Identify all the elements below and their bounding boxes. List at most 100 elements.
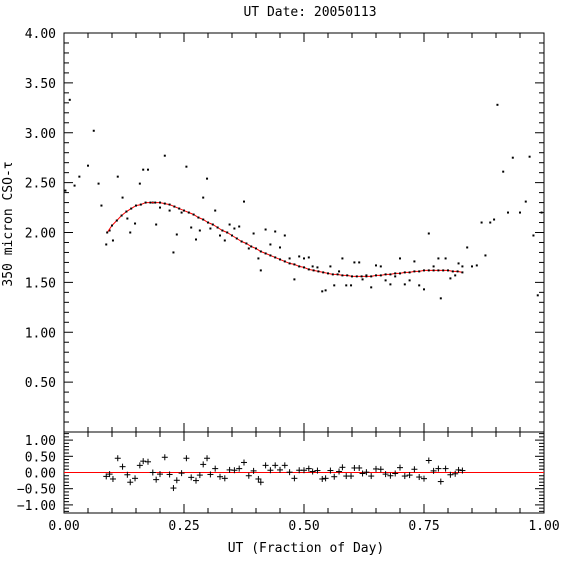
residual-point — [183, 455, 190, 462]
fit-curve-point — [461, 271, 464, 274]
fit-curve-point — [283, 260, 286, 263]
residual-point — [447, 471, 454, 478]
residual-point — [166, 471, 173, 478]
tau-data-point — [138, 182, 141, 185]
tau-data-point — [283, 234, 286, 237]
residual-point — [309, 468, 316, 475]
residual-point — [286, 469, 293, 476]
tau-data-point — [264, 228, 267, 231]
tau-data-point — [423, 288, 425, 291]
fit-curve-point — [365, 275, 368, 278]
residual-point — [339, 464, 346, 471]
residual-point — [348, 473, 355, 480]
tau-data-point — [457, 262, 460, 265]
tau-data-point — [384, 279, 387, 282]
residual-point — [119, 463, 126, 470]
bottom-plot-panel: 0.00 0.25 0.50 0.75 1.00−1.00−0.500.000.501.… — [17, 431, 560, 534]
tau-data-point — [209, 227, 212, 230]
residual-point — [437, 478, 444, 485]
fit-curve-point — [207, 221, 209, 224]
fit-curve-point — [312, 269, 315, 272]
tau-data-point — [269, 243, 272, 246]
tau-data-point — [288, 257, 291, 260]
residual-point — [236, 465, 243, 472]
tau-data-point — [536, 294, 539, 297]
tau-data-point — [175, 233, 178, 236]
tau-data-point — [524, 200, 527, 203]
tau-data-point — [341, 257, 344, 260]
y-tick-label-bottom: 0.00 — [25, 467, 56, 482]
y-tick-label-top: 1.00 — [25, 326, 56, 341]
tau-data-point — [333, 284, 336, 287]
fit-curve-point — [168, 203, 171, 206]
y-tick-label-top: 2.00 — [25, 227, 56, 242]
tau-data-point — [159, 206, 161, 209]
tau-data-point — [228, 223, 231, 226]
fit-curve-point — [351, 275, 353, 278]
fit-curve-point — [303, 266, 305, 269]
tau-data-point — [238, 225, 241, 228]
residual-point — [421, 475, 427, 482]
residual-point — [114, 455, 121, 462]
tau-data-point — [68, 98, 71, 101]
residual-point — [377, 466, 384, 473]
residual-point — [250, 467, 257, 474]
tau-data-point — [361, 278, 364, 281]
residual-point — [132, 475, 139, 482]
tau-data-point — [105, 243, 108, 246]
tau-data-point — [198, 229, 201, 232]
y-tick-label-top: 3.00 — [25, 127, 56, 142]
tau-data-point — [502, 170, 505, 173]
fit-curve-point — [211, 223, 214, 226]
fit-curve-point — [269, 254, 272, 257]
y-tick-label-bottom: −1.00 — [17, 499, 56, 514]
fit-curve-line — [106, 202, 463, 277]
tau-data-point — [214, 209, 217, 212]
tau-data-point — [489, 221, 492, 224]
fit-curve-point — [173, 205, 176, 208]
y-tick-label-bottom: −0.50 — [17, 483, 56, 498]
y-tick-label-top: 1.50 — [25, 276, 56, 291]
tau-data-point — [87, 164, 89, 167]
fit-curve-point — [159, 201, 161, 204]
residual-point — [178, 470, 185, 477]
residual-point — [153, 476, 160, 483]
fit-curve-point — [245, 242, 248, 245]
tau-data-point — [350, 284, 353, 287]
fit-curve-point — [298, 265, 301, 268]
residual-point — [200, 461, 207, 468]
tau-data-point — [180, 211, 183, 214]
tau-data-point — [247, 247, 250, 250]
fit-curve-point — [259, 250, 262, 253]
residual-point — [392, 470, 399, 477]
residual-point — [217, 473, 223, 480]
y-tick-label-top: 3.50 — [25, 77, 56, 92]
residual-point — [406, 472, 413, 479]
fit-curve-point — [183, 209, 185, 212]
y-tick-label-top: 2.50 — [25, 177, 56, 192]
fit-curve-point — [394, 272, 397, 275]
residual-point — [272, 462, 279, 469]
tau-data-point — [389, 283, 392, 286]
fit-curve-point — [120, 214, 123, 217]
residual-point — [231, 467, 238, 474]
residual-point — [161, 454, 168, 461]
tau-data-point — [279, 246, 281, 249]
fit-curve-point — [226, 231, 229, 234]
tau-data-point — [496, 103, 499, 106]
fit-curve-point — [144, 201, 147, 204]
residual-point — [459, 467, 466, 474]
tau-data-point — [493, 218, 496, 221]
fit-curve-point — [240, 240, 243, 243]
residual-point — [136, 462, 143, 469]
tau-data-point — [408, 279, 411, 282]
tau-data-point — [316, 266, 319, 269]
tau-data-point — [111, 239, 114, 242]
tau-data-point — [511, 156, 514, 159]
tau-data-point — [126, 217, 129, 220]
tau-data-point — [303, 257, 305, 260]
residual-point — [425, 457, 432, 464]
residual-point — [368, 473, 375, 480]
fit-curve-point — [135, 204, 137, 207]
fit-curve-point — [379, 274, 382, 277]
